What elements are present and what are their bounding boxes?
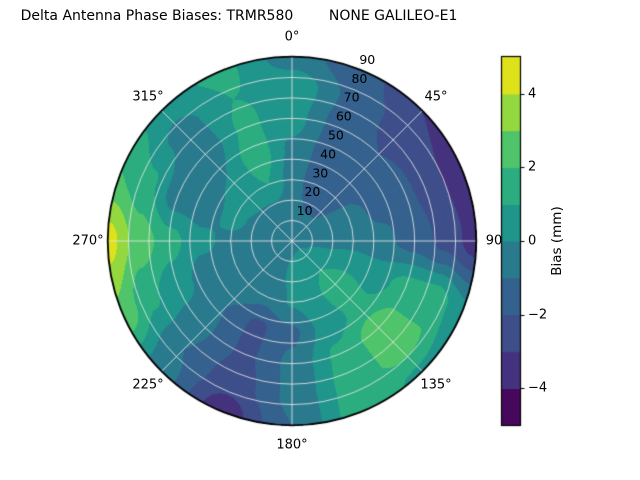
r-label-40: 40 bbox=[320, 146, 336, 161]
chart-title: Delta Antenna Phase Biases: TRMR580 NONE… bbox=[20, 8, 458, 24]
theta-label-270: 270° bbox=[72, 234, 103, 249]
r-label-20: 20 bbox=[304, 184, 320, 199]
r-label-50: 50 bbox=[328, 128, 344, 143]
r-label-80: 80 bbox=[351, 71, 367, 86]
r-label-90: 90 bbox=[359, 52, 375, 67]
colorbar-tick-m2: −2 bbox=[528, 308, 547, 323]
theta-label-45: 45° bbox=[424, 90, 447, 105]
theta-label-135: 135° bbox=[420, 378, 451, 393]
theta-label-225: 225° bbox=[132, 378, 163, 393]
colorbar-tick-m4: −4 bbox=[528, 381, 547, 396]
colorbar-tick-2: 2 bbox=[528, 160, 536, 175]
r-label-60: 60 bbox=[336, 109, 352, 124]
colorbar-tick-4: 4 bbox=[528, 87, 536, 102]
theta-label-180: 180° bbox=[276, 438, 307, 453]
theta-label-0: 0° bbox=[285, 30, 300, 45]
theta-label-315: 315° bbox=[132, 90, 163, 105]
theta-label-90: 90 bbox=[486, 234, 503, 249]
r-label-30: 30 bbox=[312, 165, 328, 180]
colorbar-axis-label: Bias (mm) bbox=[549, 206, 565, 275]
r-label-10: 10 bbox=[297, 203, 313, 218]
r-label-70: 70 bbox=[344, 90, 360, 105]
colorbar-tick-0: 0 bbox=[528, 234, 536, 249]
